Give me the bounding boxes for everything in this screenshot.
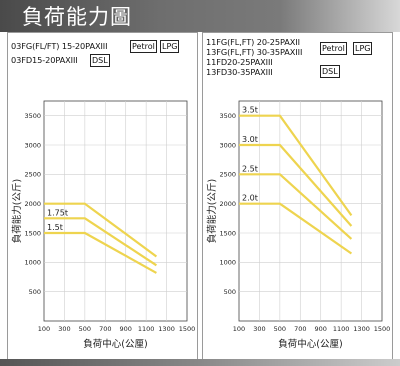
series-line — [44, 217, 158, 267]
series-line — [44, 231, 157, 274]
chart-panel-left: 03FG(FL/FT) 15-20PAXIII Petrol LPG 03FD1… — [7, 32, 198, 360]
x-tick-label: 700 — [294, 325, 306, 333]
y-tick-label: 2500 — [219, 171, 236, 179]
x-tick-label: 300 — [253, 325, 265, 333]
series-label: 3.5t — [242, 106, 258, 115]
x-tick-label: 1100 — [138, 325, 155, 333]
series-line — [239, 143, 353, 227]
series-label: 2.5t — [242, 164, 258, 173]
y-axis-label: 負荷能力(公斤) — [206, 179, 218, 243]
x-tick-label: 900 — [315, 325, 327, 333]
y-tick-label: 1000 — [219, 259, 236, 267]
fuel-tag-lpg: LPG — [160, 40, 180, 53]
header-banner: 負荷能力圖 — [0, 0, 400, 32]
y-tick-label: 500 — [224, 288, 236, 296]
x-tick-label: 500 — [79, 325, 91, 333]
load-chart-left: 500 1000 1500 2000 2500 3000 3500 100 300 500 700 9… — [11, 100, 196, 350]
series-label: 1.75t — [47, 208, 68, 217]
plot-area — [238, 100, 383, 322]
series-line — [239, 173, 353, 240]
y-axis-label: 負荷能力(公斤) — [11, 179, 23, 243]
fuel-tag-dsl: DSL — [320, 65, 340, 78]
model-line: 13FG(FL,FT) 30-35PAXIII — [206, 47, 303, 57]
model-line: 03FG(FL/FT) 15-20PAXIII — [11, 41, 108, 51]
x-tick-label: 100 — [233, 325, 245, 333]
y-tick-label: 1500 — [219, 229, 236, 237]
footer-strip — [0, 359, 400, 366]
chart-panel-right: 11FG(FL,FT) 20-25PAXII 13FG(FL,FT) 30-35… — [202, 32, 393, 360]
x-tick-label: 1300 — [353, 325, 370, 333]
x-tick-label: 300 — [58, 325, 70, 333]
y-tick-label: 2000 — [219, 200, 236, 208]
y-tick-label: 1000 — [24, 259, 41, 267]
y-tick-label: 3000 — [24, 141, 41, 149]
y-tick-label: 3500 — [219, 112, 236, 120]
x-tick-label: 500 — [274, 325, 286, 333]
model-line: 13FD30-35PAXIII — [206, 67, 273, 77]
model-line: 11FD20-25PAXIII — [206, 57, 273, 67]
x-tick-label: 1300 — [158, 325, 175, 333]
x-tick-label: 700 — [99, 325, 111, 333]
plot-area — [43, 100, 188, 322]
series-line — [239, 202, 353, 255]
x-tick-label: 1500 — [374, 325, 391, 333]
y-tick-label: 1500 — [24, 229, 41, 237]
x-tick-label: 1100 — [333, 325, 350, 333]
y-tick-label: 2500 — [24, 171, 41, 179]
x-axis-label: 負荷中心(公厘) — [278, 338, 342, 350]
series-label: 3.0t — [242, 135, 258, 144]
fuel-tag-petrol: Petrol — [320, 42, 347, 55]
model-line: 03FD15-20PAXIII — [11, 55, 78, 65]
fuel-tag-lpg: LPG — [353, 42, 373, 55]
load-chart-right: 500 1000 1500 2000 2500 3000 3500 100 300 500 700 9… — [206, 100, 391, 350]
x-tick-label: 100 — [38, 325, 50, 333]
series-label: 2.0t — [242, 194, 258, 203]
x-tick-label: 1500 — [179, 325, 196, 333]
y-tick-label: 3000 — [219, 141, 236, 149]
x-axis-label: 負荷中心(公厘) — [83, 338, 147, 350]
series-label: 1.5t — [47, 223, 63, 232]
y-tick-label: 2000 — [24, 200, 41, 208]
series-line — [44, 202, 158, 258]
model-line: 11FG(FL,FT) 20-25PAXII — [206, 37, 300, 47]
page-title: 負荷能力圖 — [22, 5, 132, 29]
x-tick-label: 900 — [120, 325, 132, 333]
y-tick-label: 500 — [29, 288, 41, 296]
fuel-tag-dsl: DSL — [90, 54, 110, 67]
series-line — [239, 114, 353, 217]
fuel-tag-petrol: Petrol — [130, 40, 157, 53]
y-tick-label: 3500 — [24, 112, 41, 120]
